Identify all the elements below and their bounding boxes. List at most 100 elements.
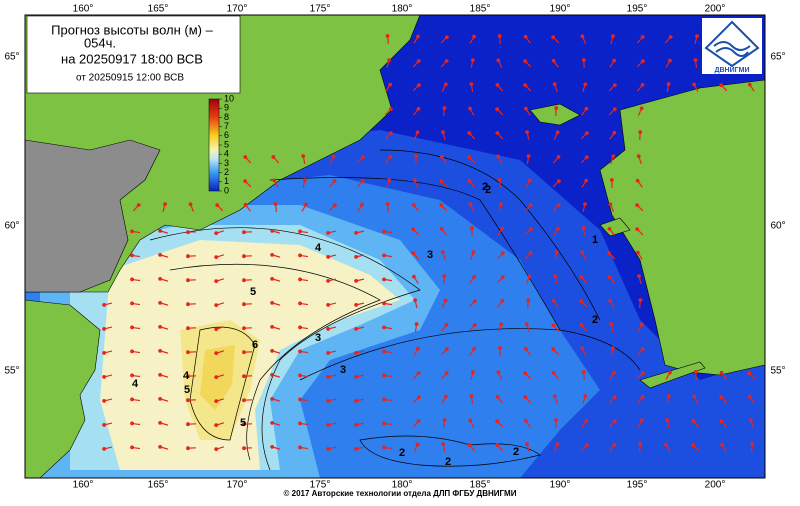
arrow-head xyxy=(418,84,421,87)
arrow-head xyxy=(496,420,499,423)
arrow-head xyxy=(442,443,445,446)
arrow-head xyxy=(556,131,559,134)
arrow-head xyxy=(693,395,696,398)
arrow-head xyxy=(583,59,586,62)
arrow-head xyxy=(445,60,448,63)
arrow-head xyxy=(333,180,336,183)
lon-label: 165° xyxy=(148,480,169,491)
arrow-head xyxy=(383,422,386,425)
arrow-head xyxy=(552,348,555,351)
arrow-head xyxy=(720,396,723,399)
arrow-head xyxy=(303,179,306,182)
colorbar-tick-label: 2 xyxy=(224,167,229,177)
lead-time: 054ч. xyxy=(84,35,116,50)
arrow-head xyxy=(271,398,274,401)
arrow-head xyxy=(305,203,308,206)
contour-label: 3 xyxy=(340,364,346,376)
arrow-head xyxy=(327,256,330,259)
lon-label: 185° xyxy=(470,4,491,15)
arrow-head xyxy=(383,326,386,329)
arrow-head xyxy=(473,275,476,278)
arrow-head xyxy=(159,446,162,449)
arrow-head xyxy=(164,203,167,206)
arrow-head xyxy=(299,374,302,377)
arrow-head xyxy=(274,203,277,206)
arrow-head xyxy=(440,180,443,183)
arrow-head xyxy=(613,396,616,399)
lon-label: 185° xyxy=(470,480,491,491)
arrow-head xyxy=(500,203,503,206)
arrow-head xyxy=(524,60,527,63)
lat-label: 55° xyxy=(4,366,19,377)
arrow-head xyxy=(552,371,555,374)
arrow-head xyxy=(529,252,532,255)
arrow-head xyxy=(417,108,420,111)
contour-label: 5 xyxy=(250,286,256,298)
arrow-head xyxy=(299,446,302,449)
colorbar-tick-label: 3 xyxy=(224,158,229,168)
issued-time: от 20250915 12:00 ВСВ xyxy=(76,73,184,84)
arrow-head xyxy=(553,83,556,86)
arrow-head xyxy=(474,300,477,303)
arrow-head xyxy=(445,395,448,398)
arrow-head xyxy=(243,327,246,330)
arrow-head xyxy=(386,203,389,206)
arrow-head xyxy=(636,228,639,231)
arrow-head xyxy=(187,279,190,282)
arrow-head xyxy=(609,203,612,206)
arrow-head xyxy=(749,83,752,86)
arrow-head xyxy=(748,372,751,375)
arrow-head xyxy=(159,398,162,401)
arrow-head xyxy=(355,448,358,451)
arrow-head xyxy=(299,326,302,329)
arrow-head xyxy=(612,155,615,158)
arrow-head xyxy=(524,372,527,375)
arrow-head xyxy=(215,424,218,427)
arrow-head xyxy=(612,347,615,350)
arrow-head xyxy=(472,371,475,374)
arrow-head xyxy=(443,275,446,278)
arrow-head xyxy=(694,59,697,62)
arrow-head xyxy=(640,107,643,110)
arrow-head xyxy=(244,204,247,207)
arrow-head xyxy=(187,399,190,402)
arrow-head xyxy=(243,399,246,402)
arrow-head xyxy=(327,328,330,331)
arrow-head xyxy=(496,84,499,87)
arrow-head xyxy=(580,300,583,303)
arrow-head xyxy=(302,155,305,158)
arrow-head xyxy=(215,328,218,331)
arrow-head xyxy=(468,132,471,135)
arrow-head xyxy=(416,443,419,446)
arrow-head xyxy=(131,350,134,353)
arrow-head xyxy=(667,395,670,398)
arrow-head xyxy=(244,180,247,183)
arrow-head xyxy=(355,424,358,427)
arrow-head xyxy=(159,350,162,353)
arrow-head xyxy=(498,179,501,182)
arrow-head xyxy=(189,203,192,206)
arrow-head xyxy=(720,84,723,87)
arrow-head xyxy=(694,371,697,374)
arrow-head xyxy=(215,280,218,283)
arrow-head xyxy=(215,256,218,259)
arrow-head xyxy=(417,60,420,63)
arrow-head xyxy=(637,251,640,254)
arrow-head xyxy=(441,155,444,158)
arrow-head xyxy=(584,83,587,86)
arrow-head xyxy=(327,376,330,379)
arrow-head xyxy=(355,280,358,283)
arrow-head xyxy=(608,228,611,231)
arrow-head xyxy=(499,347,502,350)
arrow-head xyxy=(361,203,364,206)
arrow-head xyxy=(748,395,751,398)
arrow-head xyxy=(299,254,302,257)
arrow-head xyxy=(637,155,640,158)
arrow-head xyxy=(131,302,134,305)
arrow-head xyxy=(187,303,190,306)
arrow-head xyxy=(389,155,392,158)
arrow-head xyxy=(440,204,443,207)
arrow-head xyxy=(131,422,134,425)
colorbar-tick-label: 6 xyxy=(224,130,229,140)
arrow-head xyxy=(751,443,754,446)
